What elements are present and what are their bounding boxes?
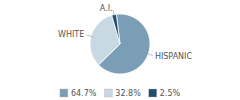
legend-item: 32.8% <box>104 89 141 98</box>
leader-line <box>86 35 93 37</box>
leader-line <box>113 10 114 17</box>
legend-label: 2.5% <box>160 89 181 98</box>
legend-item: 2.5% <box>149 89 181 98</box>
slice-label: A.I. <box>100 4 113 13</box>
pie-slice <box>90 15 120 65</box>
legend-swatch <box>60 89 68 97</box>
legend-label: 64.7% <box>71 89 97 98</box>
pie <box>90 14 150 74</box>
legend-swatch <box>149 89 157 97</box>
leader-line <box>146 53 153 55</box>
slice-label: WHITE <box>58 30 84 39</box>
annotations: HISPANIC WHITE A.I. <box>58 4 192 62</box>
legend-label: 32.8% <box>115 89 141 98</box>
pie-slice <box>112 14 120 44</box>
legend: 64.7% 32.8% 2.5% <box>60 89 181 98</box>
legend-swatch <box>104 89 112 97</box>
legend-item: 64.7% <box>60 89 97 98</box>
slice-label: HISPANIC <box>155 52 193 61</box>
chart: HISPANIC WHITE A.I. 64.7% 32.8% 2.5% <box>0 0 240 100</box>
